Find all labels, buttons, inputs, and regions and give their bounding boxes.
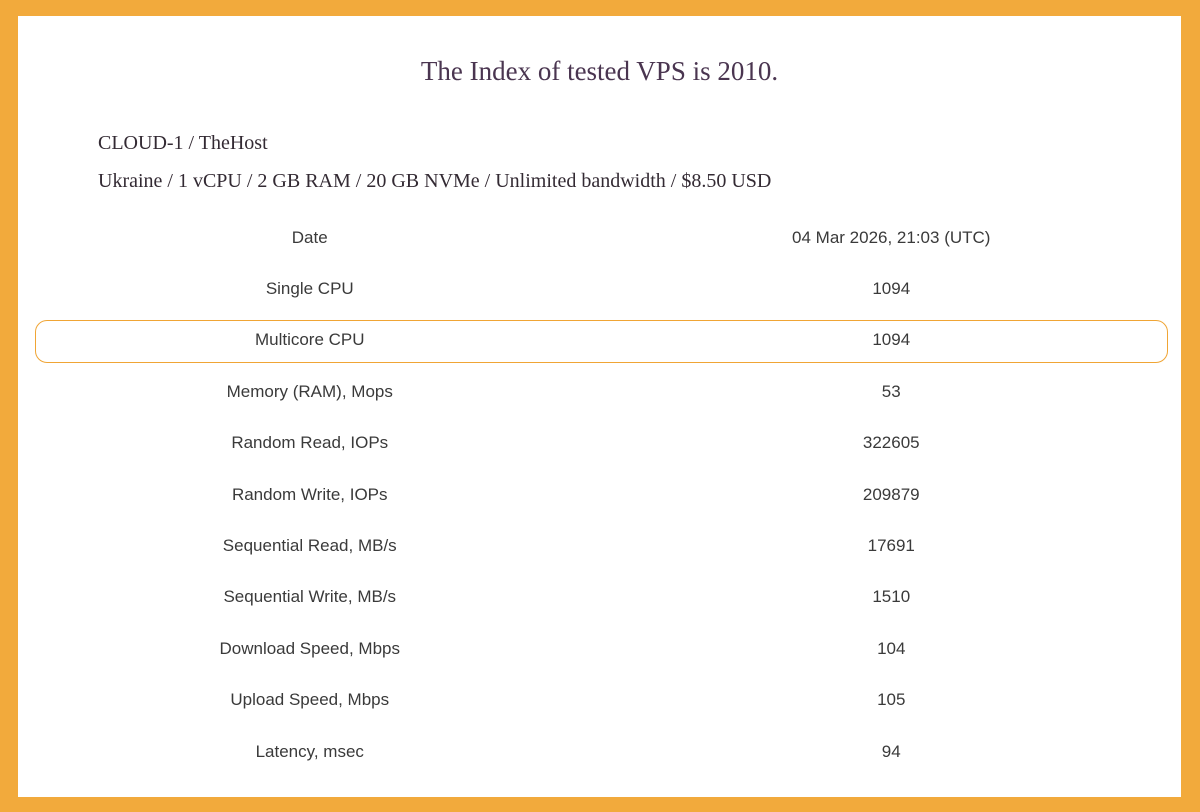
row-label: Download Speed, Mbps: [219, 638, 400, 658]
row-label: Random Read, IOPs: [231, 433, 389, 453]
row-value: 17691: [867, 536, 915, 556]
table-row-memory: Memory (RAM), Mops 53: [18, 366, 1181, 417]
row-value: 209879: [862, 484, 920, 504]
row-value: 04 Mar 2026, 21:03 (UTC): [792, 227, 991, 247]
plan-specs: Ukraine / 1 vCPU / 2 GB RAM / 20 GB NVMe…: [98, 170, 772, 192]
table-row-sequential-write: Sequential Write, MB/s 1510: [18, 572, 1181, 623]
table-row-latency: Latency, msec 94: [18, 726, 1181, 777]
row-label: Upload Speed, Mbps: [230, 690, 390, 710]
row-value: 53: [881, 381, 901, 401]
row-value: 105: [877, 690, 906, 710]
row-label: Random Write, IOPs: [231, 484, 388, 504]
table-row-sequential-read: Sequential Read, MB/s 17691: [18, 520, 1181, 571]
content-panel: The Index of tested VPS is 2010. CLOUD-1…: [18, 16, 1181, 797]
row-label: Multicore CPU: [254, 330, 365, 350]
row-value: 94: [881, 741, 901, 761]
table-row-download-speed: Download Speed, Mbps 104: [18, 623, 1181, 674]
row-label: Memory (RAM), Mops: [226, 381, 393, 401]
table-row-date: Date 04 Mar 2026, 21:03 (UTC): [18, 212, 1181, 263]
row-value: 1094: [872, 330, 911, 350]
table-row-multicore-cpu[interactable]: Multicore CPU 1094: [18, 315, 1181, 366]
row-label: Latency, msec: [255, 741, 364, 761]
table-row-single-cpu: Single CPU 1094: [18, 263, 1181, 314]
table-row-random-read: Random Read, IOPs 322605: [18, 418, 1181, 469]
results-table: Date 04 Mar 2026, 21:03 (UTC) Single CPU…: [18, 212, 1181, 777]
page-title: The Index of tested VPS is 2010.: [420, 56, 779, 86]
table-row-upload-speed: Upload Speed, Mbps 105: [18, 675, 1181, 726]
row-label: Date: [291, 227, 328, 247]
table-row-random-write: Random Write, IOPs 209879: [18, 469, 1181, 520]
row-label: Sequential Read, MB/s: [222, 536, 397, 556]
row-value: 104: [877, 638, 906, 658]
row-value: 1094: [872, 279, 911, 299]
row-value: 322605: [862, 433, 920, 453]
row-label: Single CPU: [265, 279, 354, 299]
plan-name: CLOUD-1 / TheHost: [98, 132, 268, 154]
row-value: 1510: [872, 587, 911, 607]
row-label: Sequential Write, MB/s: [223, 587, 397, 607]
